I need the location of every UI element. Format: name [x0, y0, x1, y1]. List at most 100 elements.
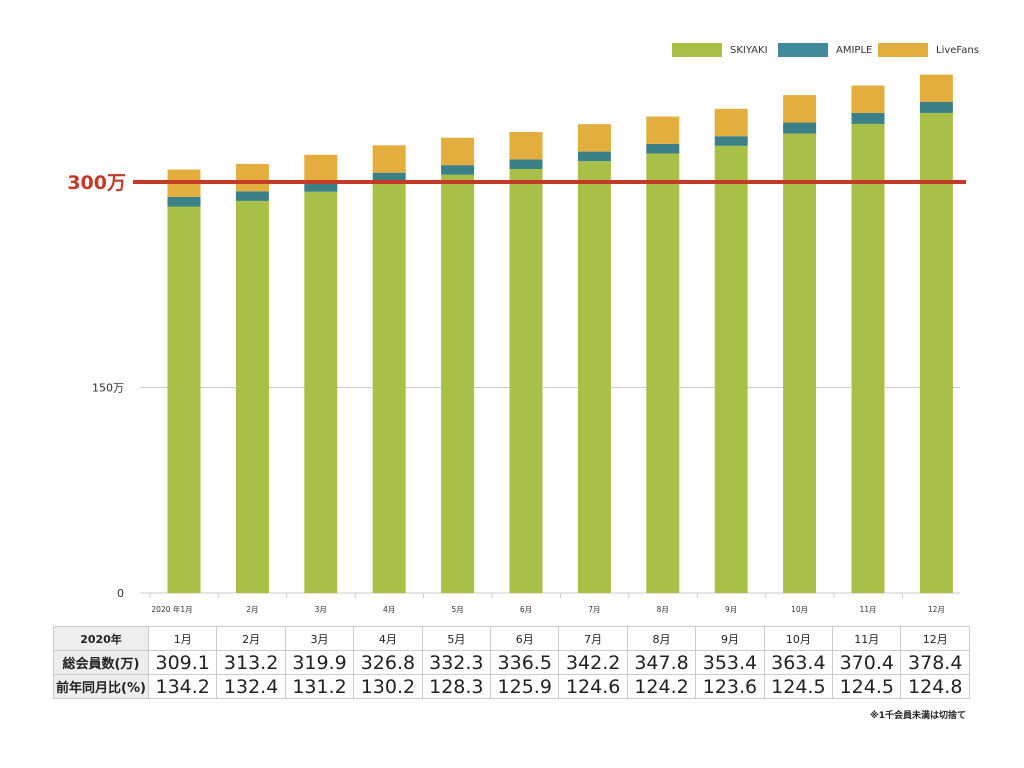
bar-skiyaki — [235, 200, 269, 593]
table-cell: 363.4 — [763, 650, 834, 675]
x-tick-label: 7月 — [588, 605, 600, 614]
bar-skiyaki — [646, 153, 680, 593]
table-cell: 124.5 — [763, 674, 834, 699]
table-cell: 134.2 — [147, 674, 218, 699]
legend-skiyaki: SKIYAKI — [672, 43, 768, 57]
x-tick-label: 8月 — [657, 605, 669, 614]
legend-livefans: LiveFans — [878, 43, 979, 57]
month-header: 3月 — [284, 626, 355, 651]
table-cell: 128.3 — [421, 674, 492, 699]
bar-skiyaki — [509, 168, 543, 594]
bar-livefans — [235, 163, 269, 192]
x-tick-label: 2月 — [246, 605, 258, 614]
bar-livefans — [577, 124, 611, 152]
month-header: 2月 — [216, 626, 286, 651]
bar-livefans — [714, 108, 748, 137]
month-header: 5月 — [421, 626, 492, 651]
legend-swatch — [672, 43, 722, 57]
x-tick-label: 10月 — [791, 605, 808, 614]
bar-amiple — [919, 101, 953, 113]
bar-amiple — [577, 151, 611, 162]
table-cell: 319.9 — [284, 650, 355, 675]
bar-skiyaki — [783, 133, 817, 593]
month-header: 6月 — [490, 626, 560, 651]
y-tick-label: 0 — [117, 587, 124, 600]
bar-skiyaki — [372, 182, 406, 594]
bar-amiple — [441, 165, 475, 175]
month-header: 9月 — [695, 626, 765, 651]
bar-skiyaki — [304, 191, 338, 594]
table-cell: 130.2 — [353, 674, 423, 699]
bar-skiyaki — [577, 161, 611, 593]
table-cell: 313.2 — [216, 650, 286, 675]
x-tick-label: 3月 — [315, 605, 327, 614]
month-header: 10月 — [763, 626, 834, 651]
x-tick-label: 4月 — [383, 605, 395, 614]
table-cell: 124.8 — [900, 674, 970, 699]
table-header: 2020年 — [53, 626, 149, 651]
bar-skiyaki — [919, 112, 953, 594]
row-label: 前年同月比(%) — [53, 674, 149, 699]
bar-amiple — [304, 182, 338, 192]
table-cell: 132.4 — [216, 674, 286, 699]
bar-amiple — [646, 143, 680, 154]
table-cell: 131.2 — [284, 674, 355, 699]
bar-amiple — [509, 159, 543, 169]
bar-skiyaki — [714, 145, 748, 593]
bar-amiple — [235, 191, 269, 201]
legend-label: SKIYAKI — [730, 44, 768, 56]
y-tick-label: 150万 — [92, 382, 124, 395]
x-tick-label: 2020 年1月 — [151, 604, 192, 614]
month-header: 12月 — [900, 626, 970, 651]
bar-amiple — [167, 196, 201, 207]
table-cell: 123.6 — [695, 674, 765, 699]
data-table: 2020年 1月 2月 3月 4月 5月 6月 7月 8月 9月 10月 11月 12月 総会員数(万)… — [53, 626, 970, 699]
bar-livefans — [919, 74, 953, 102]
x-tick-label: 6月 — [520, 605, 532, 614]
bar-skiyaki — [167, 206, 201, 593]
table-cell: 353.4 — [695, 650, 765, 675]
table-cell: 124.5 — [832, 674, 902, 699]
bar-skiyaki — [441, 174, 475, 593]
table-cell: 342.2 — [558, 650, 628, 675]
x-tick-label: 5月 — [451, 605, 463, 614]
stacked-bar-chart: 0 150万 2020 年1月 2月 3月 4月 5月 6月 7月 8月 9月 10月 11月 12月 30… — [67, 74, 966, 614]
x-tick-label: 11月 — [859, 605, 876, 614]
row-label: 総会員数(万) — [53, 650, 149, 675]
bar-livefans — [851, 85, 885, 113]
table-cell: 332.3 — [421, 650, 492, 675]
table-cell: 125.9 — [490, 674, 560, 699]
bar-livefans — [304, 154, 338, 183]
bar-livefans — [509, 131, 543, 160]
bar-amiple — [851, 112, 885, 124]
legend-label: AMIPLE — [836, 44, 873, 56]
table-cell: 347.8 — [626, 650, 697, 675]
bar-skiyaki — [851, 123, 885, 594]
legend-amiple: AMIPLE — [778, 43, 872, 57]
legend-swatch — [778, 43, 828, 57]
table-cell: 370.4 — [832, 650, 902, 675]
bar-livefans — [646, 116, 680, 144]
table-cell: 124.6 — [558, 674, 628, 699]
table-cell: 124.2 — [626, 674, 697, 699]
table-cell: 336.5 — [490, 650, 560, 675]
legend-swatch — [878, 43, 928, 57]
footnote: ※1千会員未満は切捨て — [869, 711, 966, 721]
bar-livefans — [372, 145, 406, 173]
bar-livefans — [441, 137, 475, 166]
table-cell: 326.8 — [353, 650, 423, 675]
month-header: 8月 — [626, 626, 697, 651]
month-header: 4月 — [353, 626, 423, 651]
bar-amiple — [714, 136, 748, 146]
table-cell: 309.1 — [147, 650, 218, 675]
bar-amiple — [372, 172, 406, 183]
x-tick-label: 9月 — [725, 605, 737, 614]
bar-livefans — [783, 95, 817, 123]
x-tick-label: 12月 — [928, 605, 945, 614]
reference-line-label: 300万 — [67, 172, 126, 194]
month-header: 11月 — [832, 626, 902, 651]
bar-amiple — [783, 122, 817, 134]
month-header: 1月 — [147, 626, 218, 651]
legend-label: LiveFans — [936, 44, 979, 56]
month-header: 7月 — [558, 626, 628, 651]
